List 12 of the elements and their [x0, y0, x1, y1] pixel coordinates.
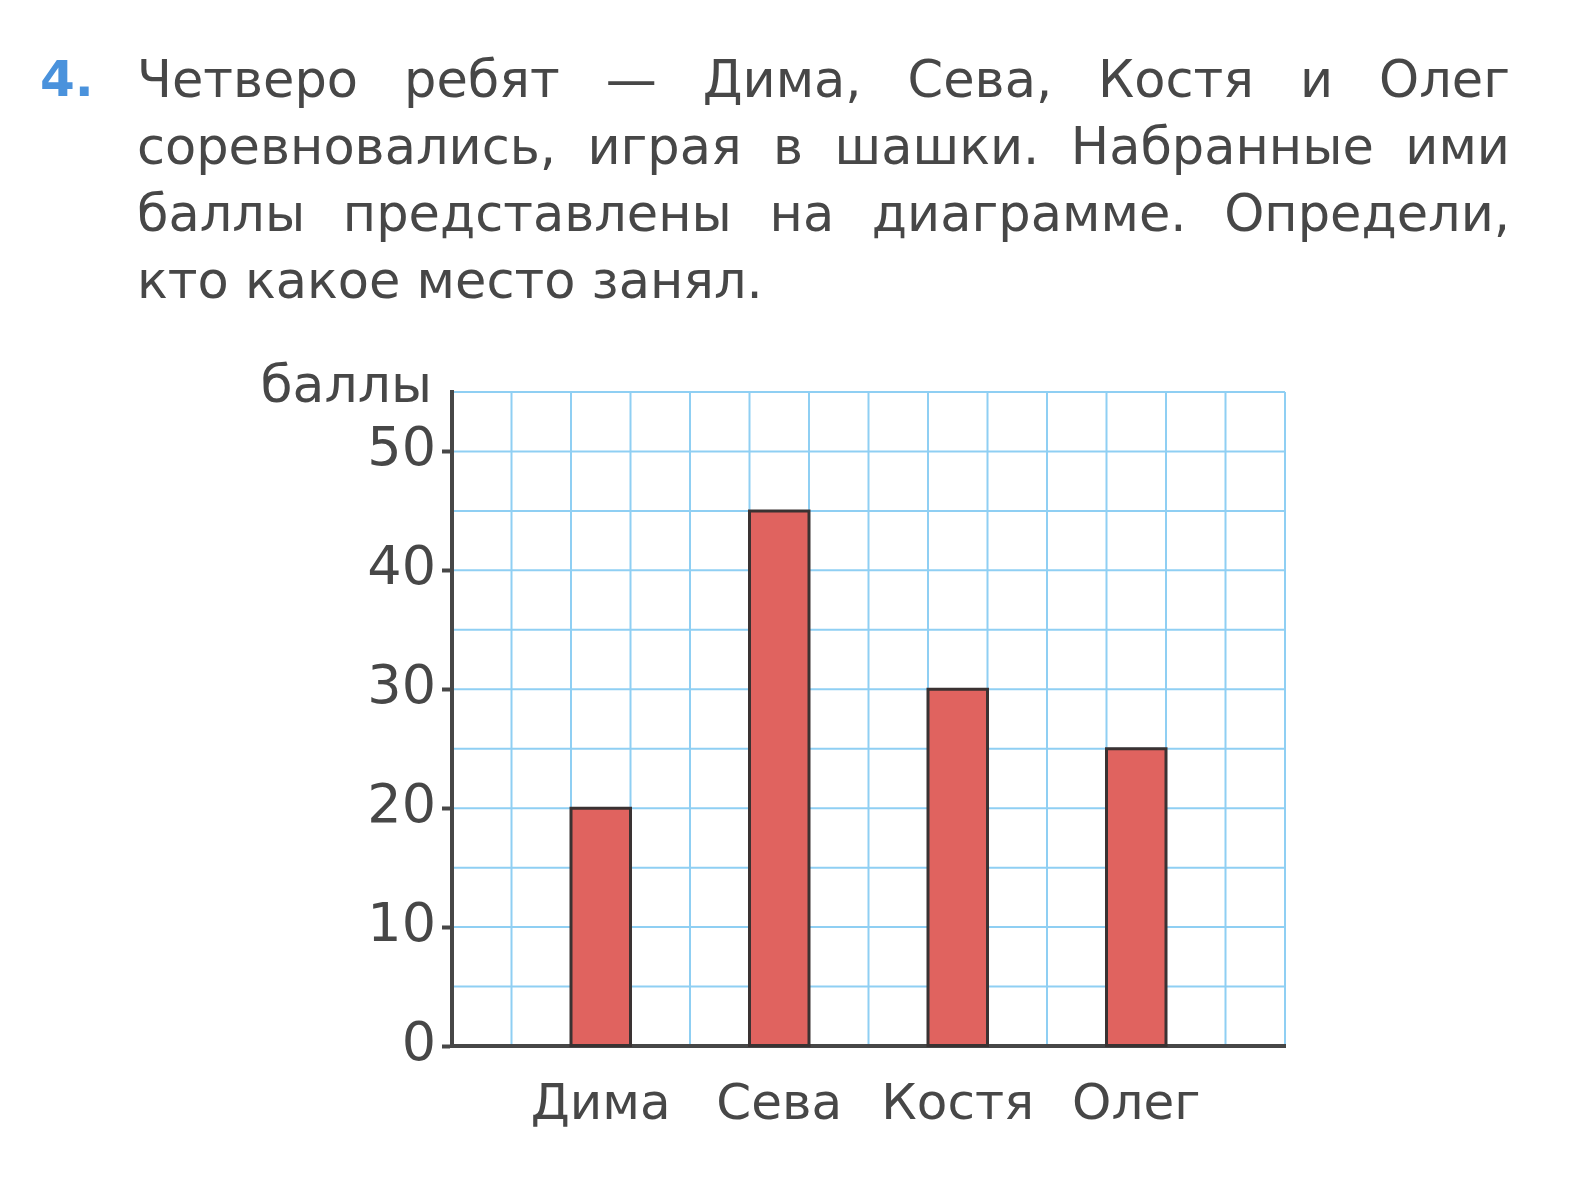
y-tick-label: 50	[367, 415, 436, 479]
x-tick-label: Костя	[881, 1072, 1035, 1131]
y-tick-label: 10	[367, 891, 436, 955]
x-tick-label: Сева	[716, 1072, 843, 1131]
y-axis-title: баллы	[260, 354, 432, 414]
y-tick-label: 20	[367, 772, 436, 836]
y-tick-label: 40	[367, 534, 436, 598]
x-tick-label: Олег	[1072, 1072, 1201, 1131]
x-tick-label: Дима	[530, 1072, 671, 1131]
chart-title: 4. Четверо ребят — Дима, Сева, Костя и Олег соревновались, играя в шашки. Набранные ими баллы представлены на диаграмме. Определи, кто какое место занял.	[40, 49, 1510, 312]
y-tick-label: 30	[367, 653, 436, 717]
y-tick-label: 0	[401, 1010, 436, 1074]
